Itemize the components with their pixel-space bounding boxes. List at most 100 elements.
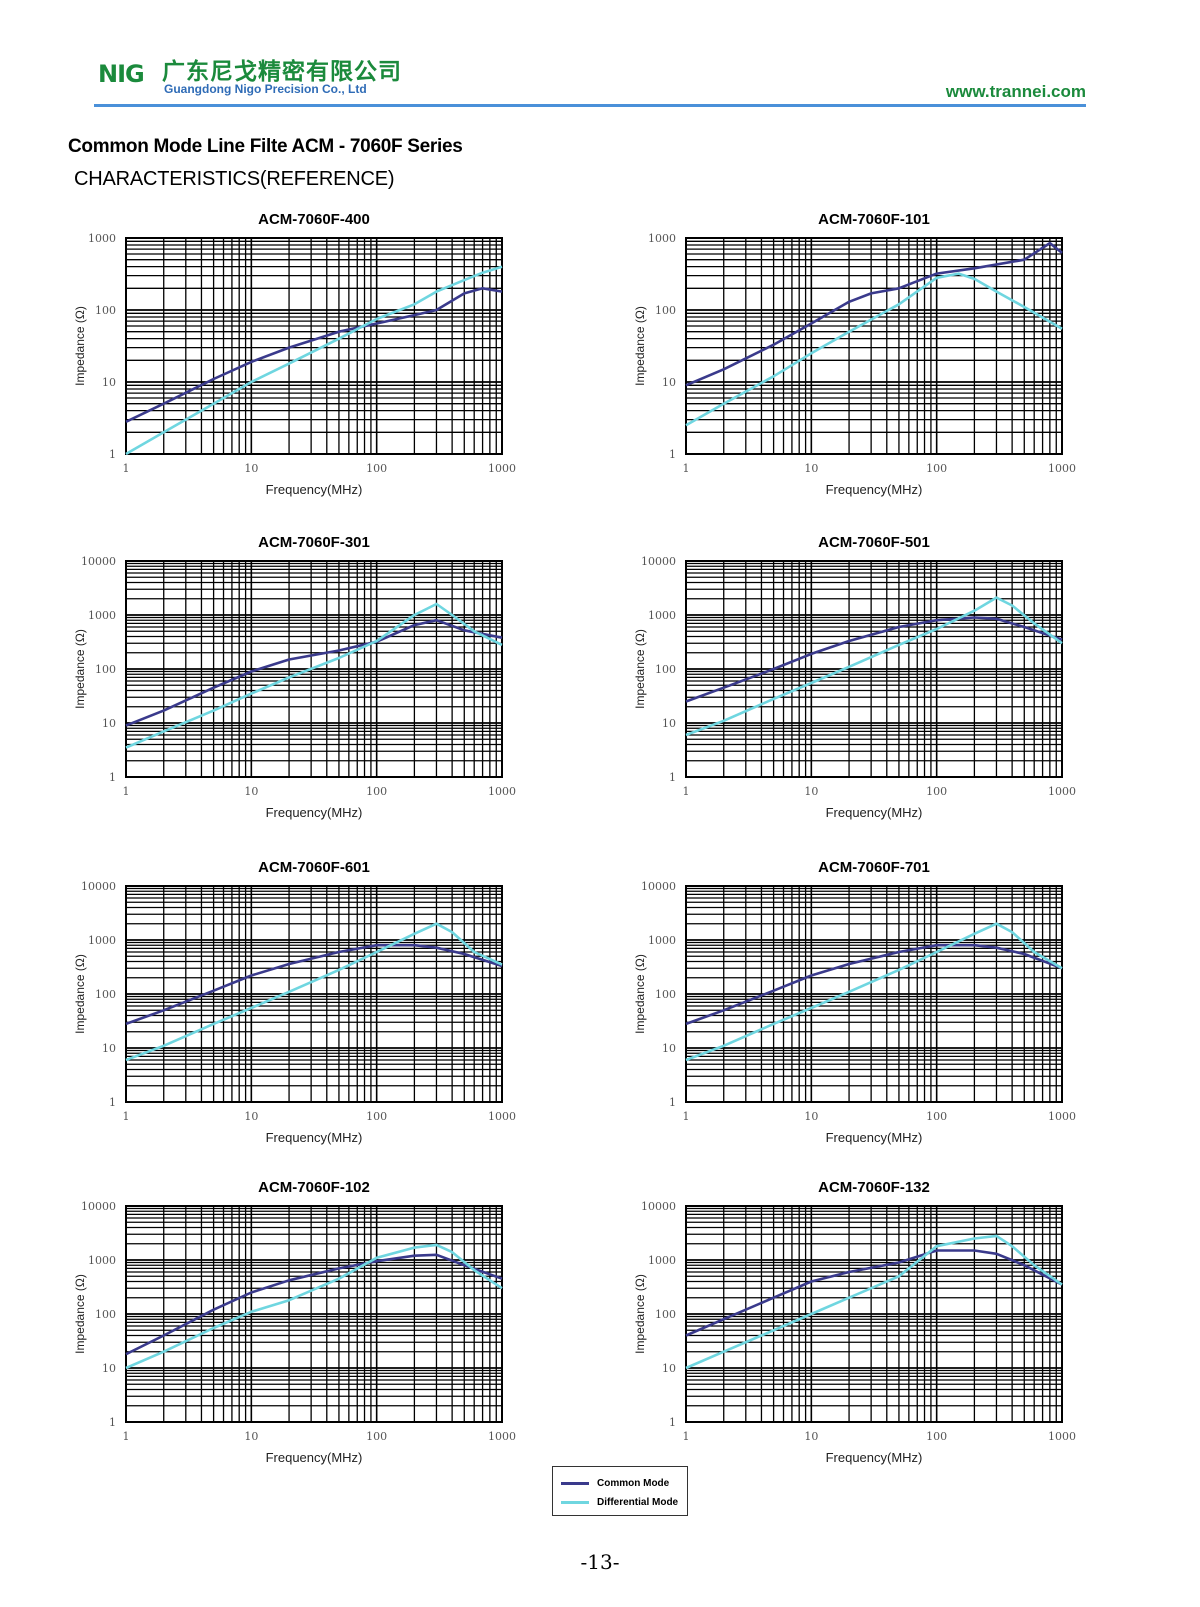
y-tick-label: 10000	[81, 880, 116, 893]
plot-frame	[685, 560, 1063, 778]
series-line-differential-mode	[125, 602, 503, 749]
series-line-common-mode	[125, 943, 503, 1026]
y-tick-label: 1	[669, 1416, 676, 1429]
y-tick-label: 100	[655, 1308, 676, 1321]
chart-title: ACM-7060F-601	[258, 859, 370, 876]
y-axis-label: Impedance (Ω)	[73, 629, 87, 709]
series-line-differential-mode	[125, 1243, 503, 1370]
x-tick-label: 1	[123, 1430, 130, 1443]
x-axis-label: Frequency(MHz)	[826, 805, 923, 820]
x-axis-label: Frequency(MHz)	[266, 1450, 363, 1465]
x-tick-label: 100	[926, 785, 947, 798]
chart-grid	[125, 886, 502, 1103]
y-tick-label: 100	[655, 304, 676, 317]
y-tick-label: 1000	[88, 934, 116, 947]
x-axis-label: Frequency(MHz)	[266, 482, 363, 497]
y-tick-label: 1	[109, 1416, 116, 1429]
x-tick-label: 10	[244, 462, 258, 475]
x-tick-label: 10	[804, 785, 818, 798]
chart-grid	[685, 1206, 1062, 1423]
plot-frame	[685, 237, 1063, 455]
chart-svg: ACM-7060F-102 1 10 100 1000 1 10 100 1000 10000 Fr…	[73, 1179, 516, 1465]
y-tick-label: 10	[102, 1362, 116, 1375]
series-line-common-mode	[125, 287, 503, 423]
series-line-differential-mode	[685, 272, 1063, 427]
chart-grid	[685, 238, 1062, 455]
x-tick-label: 100	[366, 785, 387, 798]
x-axis-label: Frequency(MHz)	[826, 1450, 923, 1465]
legend-swatch-common	[561, 1481, 589, 1485]
chart-title: ACM-7060F-301	[258, 534, 370, 551]
y-tick-label: 1	[669, 448, 676, 461]
y-tick-label: 1	[109, 771, 116, 784]
company-logo: NIG 广东尼戈精密有限公司 Guangdong Nigo Precision …	[98, 48, 438, 100]
series-line-differential-mode	[125, 265, 503, 456]
chart-title: ACM-7060F-400	[258, 211, 370, 228]
impedance-chart-301: ACM-7060F-301 1 10 100 1000 1 10 100 1000 10000 Fr…	[60, 523, 540, 823]
series-line-common-mode	[685, 616, 1063, 703]
y-tick-label: 10	[102, 376, 116, 389]
x-tick-label: 10	[244, 785, 258, 798]
website-link[interactable]: www.trannei.com	[945, 82, 1086, 101]
header-divider	[94, 104, 1086, 107]
y-tick-label: 10	[662, 717, 676, 730]
legend-item-differential: Differential Mode	[561, 1494, 678, 1510]
chart-svg: ACM-7060F-601 1 10 100 1000 1 10 100 1000 10000 Fr…	[73, 859, 516, 1145]
legend-label-differential: Differential Mode	[597, 1496, 679, 1508]
x-tick-label: 10	[244, 1430, 258, 1443]
legend-label-common: Common Mode	[597, 1477, 670, 1489]
y-axis-label: Impedance (Ω)	[633, 629, 647, 709]
company-name-english: Guangdong Nigo Precision Co., Ltd	[164, 82, 367, 96]
y-axis-label: Impedance (Ω)	[73, 306, 87, 386]
series-line-differential-mode	[685, 596, 1063, 737]
x-tick-label: 1000	[1048, 1110, 1076, 1123]
chart-legend: Common Mode Differential Mode	[552, 1466, 688, 1516]
impedance-chart-102: ACM-7060F-102 1 10 100 1000 1 10 100 1000 10000 Fr…	[60, 1168, 540, 1468]
y-tick-label: 100	[95, 988, 116, 1001]
y-tick-label: 10000	[641, 1200, 676, 1213]
chart-grid	[125, 1206, 502, 1423]
x-tick-label: 10	[804, 1110, 818, 1123]
x-tick-label: 100	[926, 1110, 947, 1123]
y-tick-label: 10000	[641, 555, 676, 568]
y-tick-label: 1	[669, 1096, 676, 1109]
chart-title: ACM-7060F-132	[818, 1179, 930, 1196]
x-tick-label: 1000	[488, 462, 516, 475]
x-tick-label: 100	[926, 462, 947, 475]
y-tick-label: 100	[95, 304, 116, 317]
chart-svg: ACM-7060F-132 1 10 100 1000 1 10 100 1000 10000 Fr…	[633, 1179, 1076, 1465]
impedance-chart-101: ACM-7060F-101 1 10 100 1000 1 10 100 1000 Frequen…	[620, 200, 1100, 500]
series-line-differential-mode	[685, 1234, 1063, 1370]
series-line-common-mode	[125, 1253, 503, 1356]
x-tick-label: 1000	[1048, 462, 1076, 475]
nig-logo-mark: NIG	[98, 60, 145, 88]
x-tick-label: 100	[366, 1430, 387, 1443]
y-tick-label: 10000	[641, 880, 676, 893]
plot-frame	[685, 1205, 1063, 1423]
y-tick-label: 1	[109, 448, 116, 461]
company-name-chinese: 广东尼戈精密有限公司	[162, 58, 402, 85]
chart-title: ACM-7060F-102	[258, 1179, 370, 1196]
chart-svg: ACM-7060F-501 1 10 100 1000 1 10 100 1000 10000 Fr…	[633, 534, 1076, 820]
chart-svg: ACM-7060F-701 1 10 100 1000 1 10 100 1000 10000 Fr…	[633, 859, 1076, 1145]
chart-svg: ACM-7060F-101 1 10 100 1000 1 10 100 1000 Frequen…	[633, 211, 1076, 497]
x-tick-label: 100	[366, 462, 387, 475]
y-tick-label: 100	[95, 663, 116, 676]
y-tick-label: 10	[102, 717, 116, 730]
y-tick-label: 1000	[88, 609, 116, 622]
chart-title: ACM-7060F-101	[818, 211, 930, 228]
impedance-chart-701: ACM-7060F-701 1 10 100 1000 1 10 100 1000 10000 Fr…	[620, 848, 1100, 1148]
x-tick-label: 1	[683, 1110, 690, 1123]
y-tick-label: 1	[669, 771, 676, 784]
x-tick-label: 1	[683, 462, 690, 475]
y-axis-label: Impedance (Ω)	[633, 306, 647, 386]
x-tick-label: 1000	[488, 1430, 516, 1443]
y-tick-label: 1000	[648, 609, 676, 622]
y-tick-label: 1000	[648, 934, 676, 947]
document-subtitle: CHARACTERISTICS(REFERENCE)	[74, 168, 395, 190]
x-tick-label: 1	[123, 462, 130, 475]
y-tick-label: 1000	[88, 1254, 116, 1267]
x-tick-label: 1000	[1048, 785, 1076, 798]
chart-svg: ACM-7060F-400 1 10 100 1000 1 10 100 1000 Frequen…	[73, 211, 516, 497]
y-tick-label: 10	[662, 1042, 676, 1055]
